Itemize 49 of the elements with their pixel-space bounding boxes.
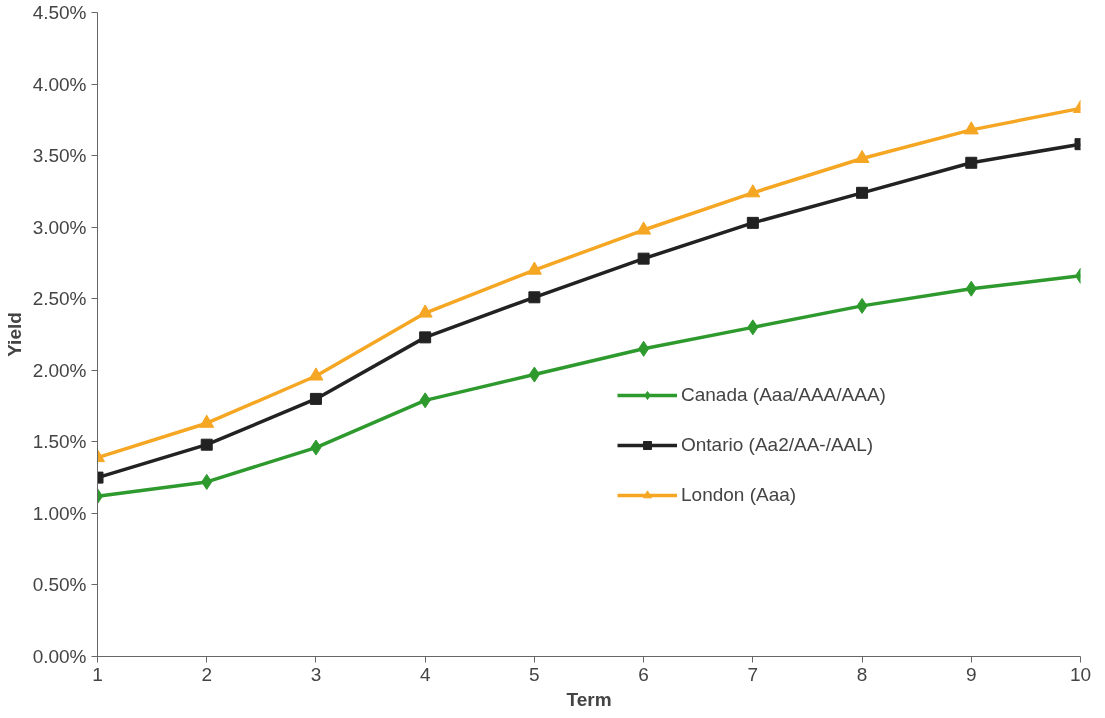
point — [308, 367, 324, 381]
y-tick-label: 0.00% — [32, 646, 87, 667]
point — [965, 156, 978, 169]
y-tick-label: 4.00% — [32, 73, 87, 95]
y-tick-label: 2.50% — [32, 288, 87, 310]
legend-label: London (Aaa) — [681, 484, 797, 506]
legend-label: Canada (Aaa/AAA/AAA) — [681, 384, 886, 406]
y-tick-label: 3.50% — [32, 145, 87, 167]
point — [636, 221, 652, 235]
x-tick-label: 4 — [419, 663, 431, 685]
y-tick-label: 4.50% — [32, 2, 87, 23]
point — [856, 186, 869, 199]
x-tick-label: 9 — [965, 663, 977, 685]
y-axis-title: Yield — [3, 312, 25, 357]
y-tick-label: 1.50% — [32, 431, 87, 453]
point — [419, 331, 432, 344]
point — [526, 261, 542, 275]
x-axis-title: Term — [566, 688, 612, 710]
y-tick-label: 0.50% — [32, 574, 87, 596]
point — [854, 149, 870, 164]
x-tick-label: 7 — [747, 663, 759, 685]
point — [310, 439, 322, 456]
point — [199, 414, 215, 428]
y-tick-label: 3.00% — [32, 216, 87, 238]
x-tick-label: 6 — [638, 663, 649, 685]
point — [201, 473, 213, 490]
x-tick-label: 2 — [201, 663, 213, 685]
point — [200, 438, 213, 451]
x-tick-label: 3 — [310, 663, 322, 685]
point — [746, 216, 759, 229]
point — [856, 297, 868, 314]
point — [963, 121, 979, 135]
point — [965, 280, 977, 297]
x-tick-label: 5 — [529, 663, 540, 685]
point — [419, 392, 431, 409]
point — [745, 184, 761, 198]
x-tick-label: 1 — [92, 663, 103, 685]
point — [637, 252, 650, 265]
point — [747, 319, 759, 336]
point — [417, 304, 433, 318]
point — [638, 340, 650, 357]
x-tick-label: 10 — [1069, 663, 1092, 685]
legend-label: Ontario (Aa2/AA-/AAL) — [681, 434, 874, 456]
point — [528, 366, 540, 383]
x-tick-label: 8 — [856, 663, 868, 685]
point — [528, 291, 541, 304]
point — [309, 392, 322, 405]
y-tick-label: 2.00% — [32, 359, 87, 381]
y-tick-label: 1.00% — [32, 502, 87, 524]
